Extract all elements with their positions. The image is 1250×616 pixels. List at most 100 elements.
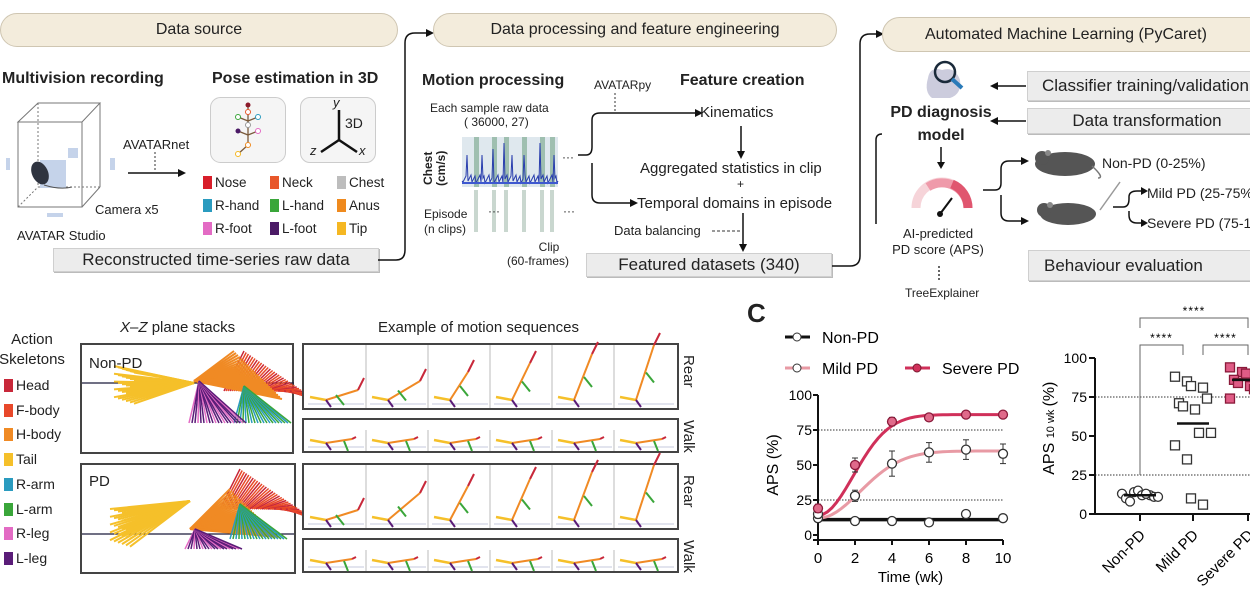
x-tick-label: 4 [888,550,896,567]
color-swatch [270,199,279,212]
data-point [849,490,861,501]
legend-title-line2: Skeletons [0,351,65,368]
tail-segment [133,382,195,405]
head-stick [653,332,661,346]
head-segment [245,487,270,510]
keypoint-legend-item: R-foot [203,221,252,236]
clip-bar [474,190,478,232]
leg-stick [387,442,394,451]
color-swatch [337,222,346,235]
sample-label: Each sample raw data [430,101,549,115]
data-point [1185,380,1197,392]
arm-stick [645,371,655,384]
data-point [1197,499,1209,510]
arm-stick [397,505,407,518]
body-stick [325,558,353,564]
fit-curve [817,449,1004,520]
tail-stick [309,395,327,402]
leg-stick [573,562,580,571]
head-stick [357,377,365,391]
keypoint-label: Anus [349,198,380,213]
body-stick [325,389,359,401]
color-swatch [4,428,13,442]
ellipsis: ··· [488,204,500,218]
x-tick-label: Non-PD [1099,527,1149,577]
score-label: AI-predicted PD score (APS) [884,226,992,258]
leg-stick [325,562,332,571]
arm-stick [583,495,593,507]
data-point [849,515,861,527]
head-stick [413,556,419,560]
tail-stick [433,395,451,402]
transform-box: Data transformation [1027,108,1250,134]
data-point [960,444,972,455]
score-label-line1: AI-predicted [902,226,974,241]
part-label: Tail [16,451,38,468]
clip-bar [540,190,544,232]
arm-stick [467,560,473,572]
part-legend-item: R-leg [4,525,49,541]
legend-label: Mild PD [822,361,878,378]
significance-bracket [1139,317,1249,328]
x-tick-label: 2 [851,550,859,567]
aps-10wk-scatter: 0 25 50 75 100 APS 10 wk (%) Non-PD Mild PDSeve… [1041,304,1250,590]
head-stick [661,556,667,560]
model-title-line2: model [917,127,965,144]
axis-x-label: x [359,143,366,158]
keypoint-label: L-foot [282,221,317,236]
x-tick-label: Severe PD [1194,527,1250,590]
body-stick [449,371,469,401]
body-stick [387,380,421,401]
body-stick [635,438,663,444]
data-point [849,459,861,471]
body-stick [387,558,415,564]
head-stick [419,480,427,494]
data-point [886,416,898,427]
arm-stick [653,560,659,572]
head-segment [249,490,274,510]
body-stick [449,485,469,521]
body-stick [573,353,593,401]
part-label: F-body [16,401,60,418]
y-tick-label: 75 [1071,389,1087,405]
legend-label: Severe PD [942,361,1019,378]
y-tick-label: 50 [796,457,812,473]
data-point [1224,362,1236,373]
axes-3d-icon: y 3D z x [300,95,376,163]
head-segment [257,496,283,510]
keypoint-label: Tip [349,221,368,236]
evaluation-box: Behaviour evaluation [1028,250,1250,281]
clip-band [492,137,497,187]
arm-stick [521,380,531,393]
keypoint-legend-item: Tip [337,221,367,236]
data-point [1189,404,1201,415]
axis-3d-label: 3D [345,115,363,131]
explainer-label: TreeExplainer [905,286,980,300]
axis-y-label: y [333,95,340,110]
data-point [997,448,1009,459]
sample-shape: ( 36000, 27) [464,115,529,129]
tail-stick [557,515,575,522]
arm-stick [459,385,469,397]
tail-stick [619,395,637,402]
part-legend-item: Head [4,377,49,393]
body-stick [573,438,601,444]
aps-time-chart: Non-PD Mild PD Severe PD 0 25 50 75 100 0 2 4 6 8 10 T… [765,330,1019,586]
tail-stick [309,515,327,522]
head-stick [357,497,365,511]
part-label: R-leg [16,525,50,542]
data-point [1224,393,1236,404]
body-stick [511,558,539,564]
clip-bar [522,190,526,232]
significance-stars: **** [1214,331,1237,345]
leg-stick [449,519,456,528]
color-swatch [4,527,13,541]
stack-pd: PD [80,463,316,574]
signal-line [461,142,559,185]
part-label: L-arm [16,500,53,517]
head-stick [537,436,543,440]
tail-stick [433,558,451,565]
x-axis-label: Time (wk) [878,569,943,586]
x-tick-label: 0 [814,550,822,567]
leg-stick [573,519,580,528]
